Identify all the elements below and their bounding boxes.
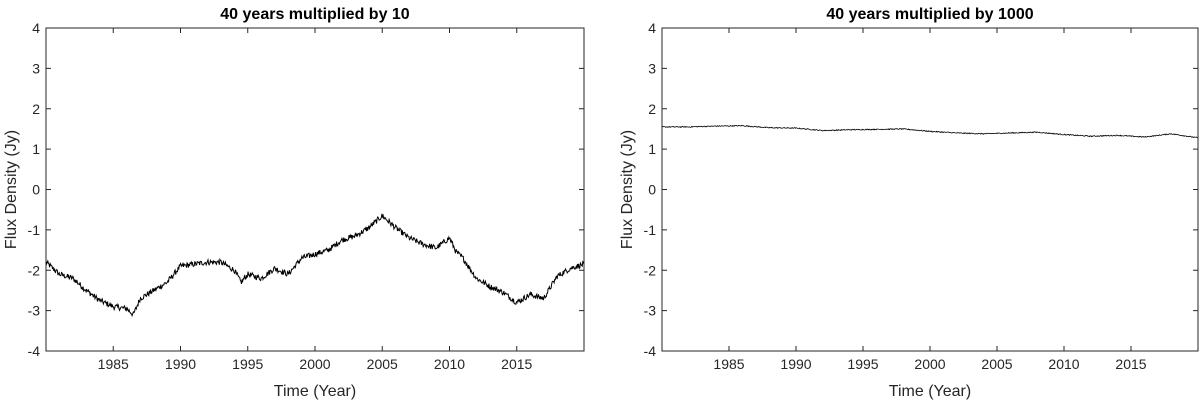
x-tick-label: 1995 (847, 356, 878, 372)
plot-area (661, 27, 1199, 352)
x-tick-label: 2000 (914, 356, 945, 372)
left-chart: 4 3 2 1 0 -1 -2 -3 -4 1985 1990 1995 2000 2005 2010 201… (3, 6, 585, 400)
y-axis-label: Flux Density (Jy) (3, 130, 20, 249)
chart-title: 40 years multiplied by 10 (220, 6, 410, 23)
x-tick-label: 2000 (299, 356, 330, 372)
y-tick-label: -1 (644, 222, 657, 238)
y-tick-label: -3 (28, 303, 41, 319)
series-line (661, 124, 1199, 139)
y-tick-label: 3 (32, 60, 40, 76)
x-tick-label: 1995 (232, 356, 263, 372)
x-tick-label: 1990 (780, 356, 811, 372)
chart-title: 40 years multiplied by 1000 (826, 6, 1033, 23)
y-tick-label: -4 (28, 343, 41, 359)
x-tick-label: 2005 (367, 356, 398, 372)
x-tick-label: 1985 (98, 356, 129, 372)
right-chart: 4 3 2 1 0 -1 -2 -3 -4 1985 1990 1995 2000 2005 2010 201… (619, 6, 1199, 400)
y-tick-label: 1 (648, 141, 656, 157)
x-tick-label: 1990 (165, 356, 196, 372)
y-tick-label: 2 (648, 101, 656, 117)
x-axis-label: Time (Year) (274, 383, 356, 400)
plot-area (45, 27, 585, 352)
series-line (45, 213, 585, 318)
x-tick-label: 2015 (1115, 356, 1146, 372)
y-tick-label: -3 (644, 303, 657, 319)
x-tick-label: 2010 (434, 356, 465, 372)
x-axis-label: Time (Year) (889, 383, 971, 400)
x-tick-label: 1985 (713, 356, 744, 372)
x-tick-label: 2015 (501, 356, 532, 372)
y-tick-label: 0 (32, 182, 40, 198)
y-tick-label: -2 (644, 262, 657, 278)
x-tick-label: 2010 (1048, 356, 1079, 372)
x-tick-label: 2005 (981, 356, 1012, 372)
y-tick-label: 2 (32, 101, 40, 117)
y-tick-label: 4 (32, 20, 40, 36)
y-tick-label: -4 (644, 343, 657, 359)
y-tick-label: 3 (648, 60, 656, 76)
y-axis-label: Flux Density (Jy) (619, 130, 636, 249)
y-tick-label: -2 (28, 262, 41, 278)
y-tick-label: 1 (32, 141, 40, 157)
y-tick-label: 4 (648, 20, 656, 36)
y-tick-label: -1 (28, 222, 41, 238)
y-tick-label: 0 (648, 182, 656, 198)
